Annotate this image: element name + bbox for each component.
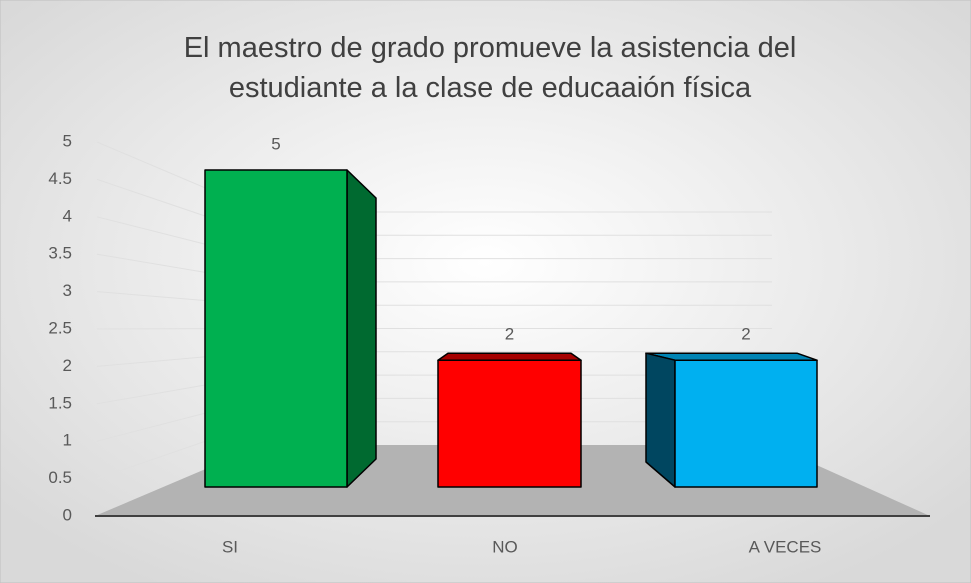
- x-tick-label: A VECES: [749, 537, 822, 556]
- y-tick-label: 2: [63, 356, 72, 375]
- bar-top: [437, 352, 582, 361]
- value-label: 5: [271, 134, 280, 153]
- bar: [674, 359, 818, 488]
- y-tick-label: 4.5: [48, 169, 72, 188]
- value-label: 2: [741, 325, 750, 344]
- bar: [437, 359, 582, 488]
- y-tick-label: 0: [63, 505, 72, 524]
- y-tick-label: 2.5: [48, 318, 72, 337]
- chart-title: El maestro de grado promueve la asistenc…: [183, 32, 797, 104]
- x-tick-label: SI: [222, 537, 238, 556]
- y-tick-label: 3.5: [48, 244, 72, 263]
- x-tick-label: NO: [492, 537, 518, 556]
- y-tick-label: 1: [63, 431, 72, 450]
- y-tick-label: 4: [63, 206, 72, 225]
- grid-line: [96, 328, 772, 330]
- bar: [204, 169, 348, 488]
- value-label: 2: [505, 325, 514, 344]
- y-tick-label: 3: [63, 281, 72, 300]
- bar-side: [346, 169, 377, 488]
- y-tick-label: 5: [63, 131, 72, 150]
- y-tick-label: 0.5: [48, 468, 72, 487]
- y-tick-label: 1.5: [48, 393, 72, 412]
